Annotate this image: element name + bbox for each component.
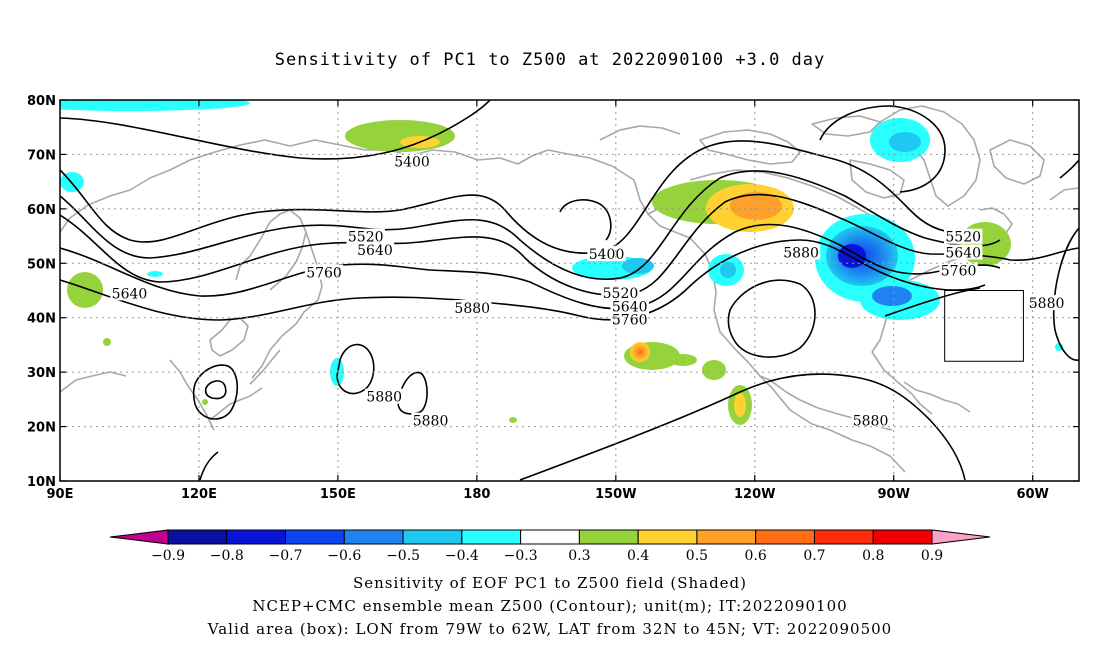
contour-label-bg — [411, 412, 450, 428]
lat-tick-label: 80N — [27, 94, 56, 109]
contour-label: 5520 — [603, 286, 639, 302]
contour-label: 5640 — [945, 245, 981, 261]
colorbar-swatch — [343, 529, 404, 545]
contour-label: 5880 — [783, 245, 819, 261]
contour-label: 5400 — [394, 155, 430, 171]
colorbar-label: −0.9 — [151, 548, 185, 564]
valid-area-box — [944, 290, 1024, 362]
lat-tick-label: 40N — [27, 312, 56, 327]
colorbar-swatch — [872, 529, 933, 545]
contour-label-bg — [392, 153, 432, 169]
contour-label: 5520 — [945, 230, 981, 246]
contour-labels: 5400552056405640576058805400552056405760… — [110, 153, 1066, 430]
colorbar-label: 0.5 — [686, 548, 708, 564]
contour-label-bg — [453, 300, 492, 316]
lat-tick-label: 10N — [27, 475, 56, 490]
lat-tick-label: 30N — [27, 366, 56, 381]
caption-contour: NCEP+CMC ensemble mean Z500 (Contour); u… — [252, 597, 848, 615]
contour-label-bg — [851, 412, 890, 428]
figure-title: Sensitivity of PC1 to Z500 at 2022090100… — [274, 50, 826, 70]
colorbar-swatch — [755, 529, 815, 545]
contour-label: 5760 — [941, 263, 977, 279]
caption-valid-area: Valid area (box): LON from 79W to 62W, L… — [207, 620, 893, 638]
colorbar-label: −0.6 — [327, 548, 361, 564]
colorbar-swatch — [578, 529, 639, 545]
contour-label: 5880 — [853, 414, 889, 430]
contour-label: 5880 — [413, 414, 449, 430]
colorbar-swatch — [520, 529, 580, 545]
contour-label: 5640 — [357, 243, 393, 259]
colorbar-label: −0.8 — [210, 548, 244, 564]
colorbar-swatch — [813, 529, 874, 545]
contour-label-bg — [939, 262, 978, 278]
colorbar-label: 0.8 — [862, 548, 884, 564]
contour-label: 5520 — [348, 230, 384, 246]
colorbar-label: −0.4 — [445, 548, 479, 564]
contour-label-bg — [944, 244, 983, 260]
colorbar-swatch — [461, 529, 522, 545]
colorbar: −0.9 −0.8 −0.7 −0.6 −0.5 −0.4 −0.3 0.3 0.4 0.5 0.6… — [109, 529, 991, 564]
contour-label-bg — [365, 388, 404, 404]
contour-label-bg — [610, 298, 649, 314]
colorbar-swatch — [637, 529, 698, 545]
contour-label: 5880 — [454, 301, 490, 317]
colorbar-label: 0.6 — [745, 548, 767, 564]
colorbar-label: 0.3 — [568, 548, 590, 564]
contour-label-bg — [601, 284, 640, 300]
lat-tick-label: 20N — [27, 421, 56, 436]
lat-tick-label: 70N — [27, 148, 56, 163]
colorbar-low-arrow — [109, 529, 169, 545]
colorbar-swatch — [226, 529, 287, 545]
colorbar-label: −0.7 — [269, 548, 303, 564]
contour-label-bg — [944, 228, 983, 244]
lon-tick-label: 120E — [181, 487, 217, 502]
lat-tick-label: 60N — [27, 203, 56, 218]
contour-label: 5640 — [112, 286, 148, 302]
colorbar-label: 0.4 — [627, 548, 649, 564]
colorbar-label: −0.3 — [504, 548, 538, 564]
contour-label: 5760 — [612, 312, 648, 328]
colorbar-swatch — [285, 529, 345, 545]
contour-label: 5640 — [612, 299, 648, 315]
contour-label-bg — [1027, 295, 1066, 311]
lon-tick-label: 90W — [878, 487, 910, 502]
lon-tick-label: 120W — [734, 487, 775, 502]
contour-label: 5880 — [1029, 296, 1065, 312]
map-axes: 90E 120E 150E 180 150W 120W 90W 60W 10N 20N 30N 40N… — [27, 94, 1079, 502]
lon-tick-label: 150W — [595, 487, 636, 502]
map-frame — [59, 99, 1080, 482]
gridlines — [60, 100, 1079, 481]
contour-label-bg — [110, 285, 149, 301]
contour-label-bg — [304, 264, 344, 280]
lon-tick-label: 90E — [47, 487, 74, 502]
colorbar-swatch — [167, 529, 228, 545]
lon-tick-label: 60W — [1016, 487, 1048, 502]
contour-label-bg — [781, 244, 821, 260]
colorbar-swatch — [402, 529, 463, 545]
lat-tick-label: 50N — [27, 257, 56, 272]
sensitivity-shading — [60, 100, 1063, 425]
colorbar-label: 0.7 — [803, 548, 825, 564]
colorbar-label: −0.5 — [386, 548, 420, 564]
colorbar-label: 0.9 — [921, 548, 943, 564]
z500-contours — [60, 100, 1079, 481]
contour-label-bg — [355, 241, 395, 257]
contour-label-bg — [610, 311, 649, 327]
colorbar-swatch — [696, 529, 757, 545]
lon-tick-label: 180 — [463, 487, 490, 502]
lon-tick-label: 150E — [320, 487, 356, 502]
contour-label-bg — [346, 228, 385, 244]
contour-label: 5400 — [589, 247, 625, 263]
colorbar-high-arrow — [931, 529, 991, 545]
contour-label: 5880 — [366, 390, 402, 406]
caption-shading: Sensitivity of EOF PC1 to Z500 field (Sh… — [352, 574, 748, 592]
contour-label: 5760 — [306, 266, 342, 282]
